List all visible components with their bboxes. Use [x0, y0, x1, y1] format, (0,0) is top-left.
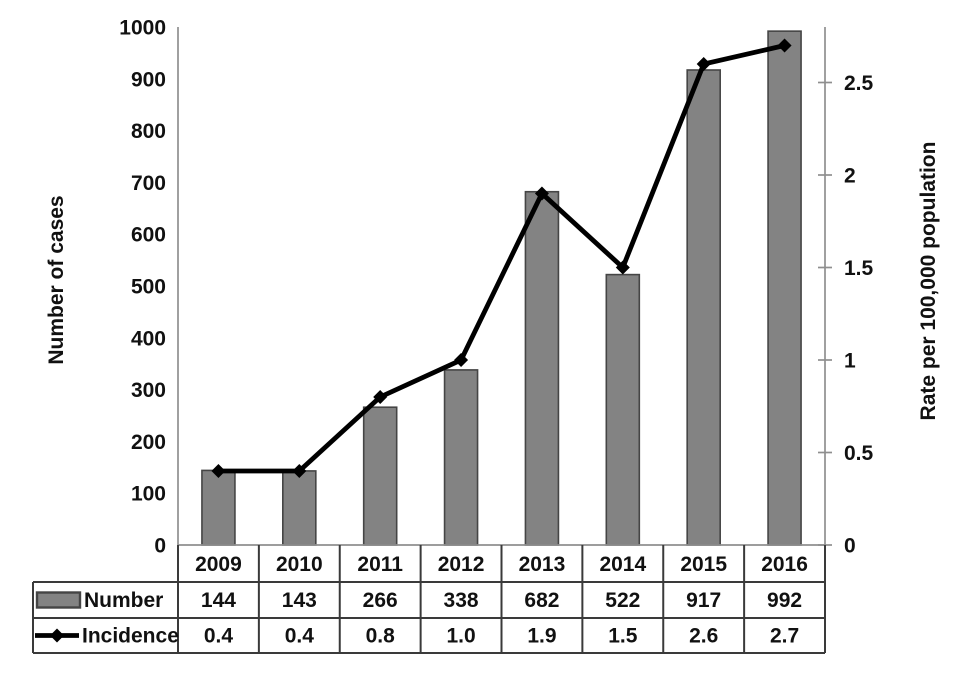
- left-axis-tick-label-500: 500: [131, 276, 166, 299]
- bar-2015: [686, 69, 721, 546]
- incidence-marker-2014: [615, 260, 630, 275]
- year-label-2013: 2013: [519, 553, 566, 576]
- incidence-value-2009: 0.4: [204, 625, 234, 648]
- bar-2013: [524, 190, 560, 546]
- left-axis-tick-label-400: 400: [131, 327, 166, 350]
- right-axis-tick-label-2.5: 2.5: [844, 72, 874, 95]
- bar-2009: [201, 469, 236, 546]
- left-axis-tick-label-600: 600: [131, 224, 166, 247]
- year-label-2015: 2015: [680, 553, 727, 576]
- year-label-2009: 2009: [195, 553, 242, 576]
- bar-2010: [282, 470, 317, 546]
- incidence-value-2015: 2.6: [689, 625, 718, 648]
- number-value-2015: 917: [686, 589, 721, 612]
- left-axis-tick-label-0: 0: [154, 535, 166, 558]
- incidence-marker-2016: [777, 38, 792, 53]
- bar-2014: [605, 273, 641, 546]
- incidence-marker-2013: [534, 186, 549, 201]
- left-axis-tick-label-800: 800: [131, 120, 166, 143]
- left-axis-tick-label-100: 100: [131, 483, 166, 506]
- incidence-value-2012: 1.0: [446, 625, 475, 648]
- year-label-2014: 2014: [599, 553, 646, 576]
- legend-incidence-label: Incidence: [82, 625, 179, 648]
- incidence-marker-2011: [373, 390, 388, 404]
- year-label-2011: 2011: [357, 553, 403, 576]
- legend-number-label: Number: [84, 589, 163, 612]
- number-value-2012: 338: [444, 589, 479, 612]
- incidence-value-2011: 0.8: [366, 625, 396, 648]
- right-axis-tick-label-2: 2: [844, 165, 856, 188]
- incidence-marker-2015: [696, 57, 711, 71]
- number-value-2009: 144: [201, 589, 236, 612]
- legend-line-marker-icon: [50, 628, 64, 643]
- right-axis-tick-label-1.5: 1.5: [844, 257, 874, 280]
- incidence-value-2010: 0.4: [285, 625, 315, 648]
- right-axis-tick-label-0: 0: [844, 535, 856, 558]
- number-value-2010: 143: [282, 589, 317, 612]
- incidence-value-2016: 2.7: [770, 625, 799, 648]
- left-axis-tick-label-1000: 1000: [119, 17, 166, 40]
- bar-2011: [362, 406, 398, 546]
- bar-2012: [443, 369, 479, 546]
- year-label-2010: 2010: [276, 553, 323, 576]
- right-axis-tick-label-1: 1: [844, 350, 856, 373]
- left-axis-tick-label-200: 200: [131, 431, 166, 454]
- incidence-value-2014: 1.5: [608, 625, 638, 648]
- right-axis-tick-label-0.5: 0.5: [844, 442, 874, 465]
- incidence-marker-2010: [292, 464, 307, 478]
- left-axis-tick-label-700: 700: [131, 172, 166, 195]
- number-value-2011: 266: [363, 589, 398, 612]
- left-axis-tick-label-900: 900: [131, 68, 166, 91]
- incidence-value-2013: 1.9: [527, 625, 556, 648]
- legend-bar-swatch-icon: [35, 591, 82, 609]
- left-axis-tick-label-300: 300: [131, 379, 166, 402]
- year-label-2016: 2016: [761, 553, 808, 576]
- bar-2016: [767, 30, 802, 546]
- incidence-line: [218, 43, 786, 474]
- number-value-2016: 992: [767, 589, 802, 612]
- year-label-2012: 2012: [438, 553, 485, 576]
- incidence-marker-2009: [211, 464, 226, 478]
- number-value-2013: 682: [524, 589, 559, 612]
- number-value-2014: 522: [605, 589, 640, 612]
- incidence-marker-2012: [454, 353, 469, 367]
